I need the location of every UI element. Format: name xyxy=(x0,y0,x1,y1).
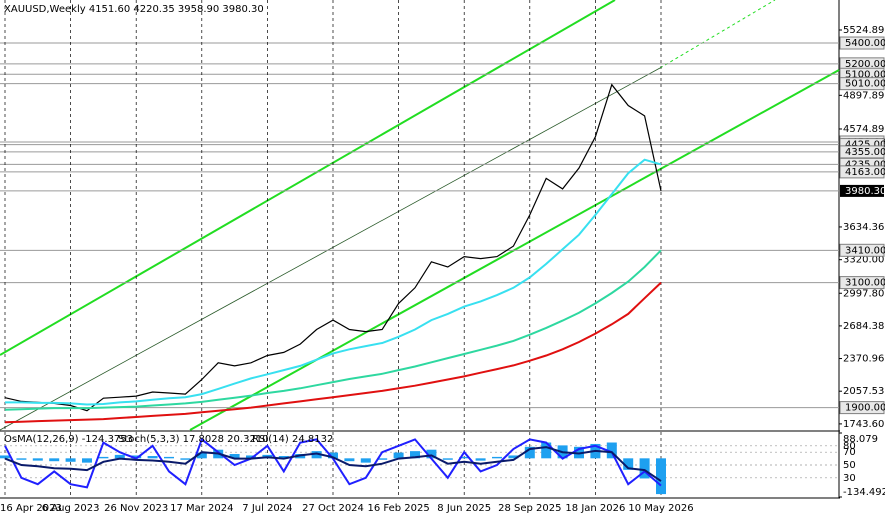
level-box xyxy=(839,165,885,179)
y2-tick-label: 70 xyxy=(843,447,856,458)
x-tick-label: 26 Nov 2023 xyxy=(104,503,168,514)
series-line xyxy=(4,281,662,424)
bar xyxy=(393,452,404,459)
channel-line xyxy=(0,67,661,431)
level-label: 5100.00 xyxy=(845,69,885,80)
bar xyxy=(541,442,552,459)
level-label: 5010.00 xyxy=(845,79,885,90)
level-label: 3100.00 xyxy=(845,278,885,289)
chart-title: XAUUSD,Weekly 4151.60 4220.35 3958.90 39… xyxy=(4,4,264,15)
bar xyxy=(98,456,109,459)
level-label: 5200.00 xyxy=(845,59,885,70)
level-box xyxy=(839,401,885,415)
bar xyxy=(246,455,256,459)
y-tick-label: 1743.60 xyxy=(843,419,884,430)
y2-tick-label: 50 xyxy=(843,460,856,471)
bar xyxy=(459,456,470,459)
bar xyxy=(147,456,158,459)
bar xyxy=(360,458,371,463)
y2-tick-label: 30 xyxy=(843,473,856,484)
level-label: 5400.00 xyxy=(845,38,885,49)
y-tick-label: 2370.96 xyxy=(843,354,884,365)
series-line xyxy=(4,249,662,411)
level-box xyxy=(839,77,885,91)
y-tick-label: 2684.38 xyxy=(843,321,884,332)
bar xyxy=(180,458,191,460)
bar xyxy=(196,452,207,459)
level-label: 3410.00 xyxy=(845,245,885,256)
level-label: 4425.00 xyxy=(845,140,885,151)
bar xyxy=(623,458,634,470)
series-line xyxy=(4,446,662,482)
bar xyxy=(0,455,10,459)
level-label: 1900.00 xyxy=(845,403,885,414)
last-price-label: 3980.30 xyxy=(845,186,885,197)
bar xyxy=(508,455,519,459)
bar xyxy=(328,452,338,459)
y2-tick-label: 80 xyxy=(843,441,856,452)
y-tick-label: 88.079 xyxy=(843,434,878,445)
bar xyxy=(656,458,666,495)
bar xyxy=(114,454,125,459)
bar xyxy=(65,458,76,462)
bar xyxy=(164,456,174,459)
bar xyxy=(426,449,437,459)
x-tick-label: 8 Jun 2025 xyxy=(437,503,491,514)
bar xyxy=(32,458,43,461)
channel-line xyxy=(659,0,776,69)
x-tick-label: 6 Aug 2023 xyxy=(42,503,100,514)
bar xyxy=(475,458,486,461)
indicator-label: RSI(14) 24.8132 xyxy=(252,434,333,445)
channel-line xyxy=(0,0,616,356)
indicator-label: OsMA(12,26,9) -124.3753 xyxy=(4,434,133,445)
series-line xyxy=(4,83,662,412)
bar xyxy=(639,458,650,479)
bar xyxy=(229,454,240,459)
x-tick-label: 7 Jul 2024 xyxy=(242,503,292,514)
bar xyxy=(377,458,388,460)
plot xyxy=(0,83,666,495)
level-box xyxy=(839,36,885,50)
y-tick-label: -134.4922 xyxy=(843,487,885,498)
level-label: 4163.00 xyxy=(845,167,885,178)
last-price-box xyxy=(840,184,884,197)
series-line xyxy=(5,158,662,406)
level-box xyxy=(839,243,885,257)
y-tick-label: 4574.89 xyxy=(843,124,884,135)
x-tick-label: 27 Oct 2024 xyxy=(302,503,364,514)
x-tick-label: 18 Jan 2026 xyxy=(565,503,625,514)
bar xyxy=(492,456,502,459)
y-tick-label: 5524.89 xyxy=(843,25,884,36)
level-label: 4355.00 xyxy=(845,147,885,158)
bar xyxy=(606,442,617,459)
bar xyxy=(16,458,27,460)
level-box xyxy=(839,276,885,290)
y-tick-label: 2997.80 xyxy=(843,288,884,299)
bar xyxy=(311,451,322,459)
x-tick-label: 10 May 2026 xyxy=(628,503,693,514)
bar xyxy=(82,458,92,463)
x-tick-label: 16 Feb 2025 xyxy=(367,503,429,514)
bar xyxy=(344,458,355,462)
x-tick-label: 17 Mar 2024 xyxy=(170,503,233,514)
bar xyxy=(442,458,453,460)
bar xyxy=(131,455,142,459)
bar xyxy=(524,446,535,459)
level-label: 4235.00 xyxy=(845,159,885,170)
bar xyxy=(49,458,60,462)
y-tick-label: 3634.36 xyxy=(843,222,884,233)
bar xyxy=(410,451,420,459)
y-tick-label: 4897.89 xyxy=(843,90,884,101)
y-tick-label: 2057.53 xyxy=(843,386,884,397)
indicator-label: Stoch(5,3,3) 17.8028 20.3210 xyxy=(118,434,269,445)
bar xyxy=(278,456,289,459)
grid xyxy=(0,0,842,498)
x-tick-label: 28 Sep 2025 xyxy=(498,503,561,514)
x-tick-label: 16 Apr 2023 xyxy=(0,503,62,514)
y-tick-label: 3320.00 xyxy=(843,255,884,266)
